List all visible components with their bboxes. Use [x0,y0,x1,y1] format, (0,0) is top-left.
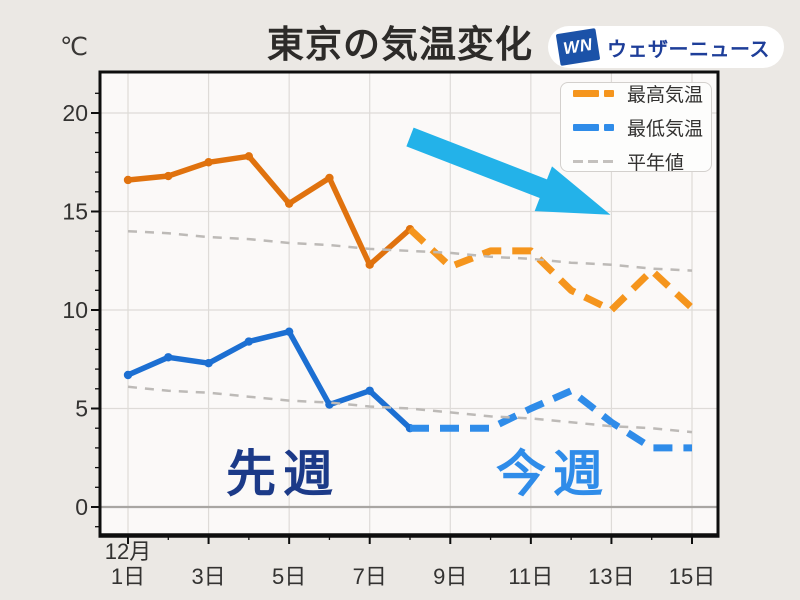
data-point-marker [325,400,334,409]
y-tick-label: 0 [75,494,88,520]
last-week-label: 先週 [226,446,340,502]
legend-item-max-temp: 最高気温 [573,80,711,107]
page-title: 東京の気温変化 [267,24,533,65]
y-tick-label: 20 [62,100,88,126]
logo-text: ウェザーニュース [607,38,770,61]
data-point-marker [244,152,254,161]
data-point-marker [365,260,374,269]
data-point-marker [164,171,173,181]
y-axis-unit-label: ℃ [60,33,89,61]
x-tick-label: 1日 [111,564,145,589]
series-dashed-line [407,226,695,314]
chart-legend: 最高気温 最低気温 平年値 [560,80,712,175]
legend-label: 最低気温 [627,118,704,140]
x-tick-label: 7日 [353,564,387,589]
weathernews-logo: WN ウェザーニュース [548,26,784,68]
legend-label: 最高気温 [627,84,704,106]
y-tick-label: 5 [75,396,88,422]
data-point-marker [123,370,133,380]
x-tick-label: 9日 [433,564,467,589]
series-solid-line [125,153,413,268]
normal-dash-icon [573,159,617,163]
legend-item-min-temp: 最低気温 [573,114,711,141]
legend-label: 平年値 [627,152,685,174]
data-point-marker [204,358,213,368]
min-temp-dash-icon [573,123,617,131]
y-tick-label: 15 [62,199,88,225]
x-axis-month-label: 12月 [105,539,151,564]
data-point-marker [284,199,294,208]
max-temp-dash-icon [573,89,617,97]
x-tick-label: 11日 [508,564,553,589]
series-dashed-line [410,387,692,452]
data-point-marker [164,353,173,362]
legend-item-normal: 平年値 [573,148,711,175]
x-tick-label: 15日 [669,564,715,589]
data-point-marker [365,386,374,395]
data-point-marker [244,337,254,346]
temperature-drop-arrow-icon [406,127,611,215]
data-point-marker [325,173,334,183]
x-tick-label: 3日 [191,564,225,589]
x-tick-label: 5日 [272,564,306,589]
data-point-marker [123,175,133,185]
x-tick-label: 13日 [588,564,634,589]
wn-logo-icon: WN [555,28,601,66]
series-solid-line [125,328,413,431]
data-point-marker [284,327,294,336]
y-tick-label: 10 [62,297,88,323]
data-point-marker [204,158,213,167]
this-week-label: 今週 [496,446,610,502]
